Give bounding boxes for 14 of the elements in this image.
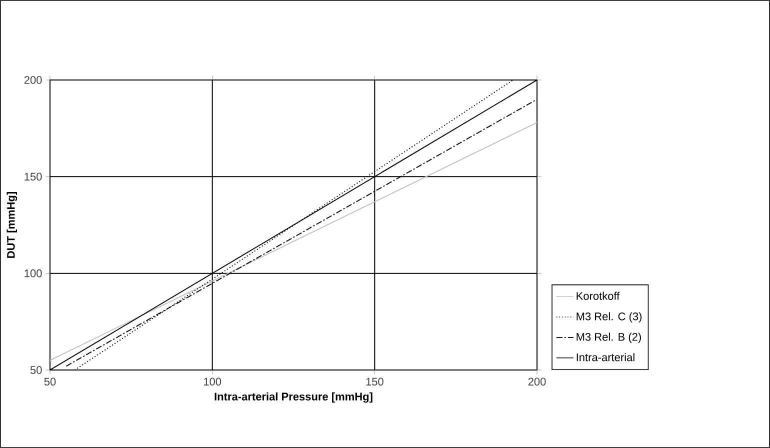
legend-label: Intra-arterial <box>576 353 634 362</box>
legend-label: M3 Rel. B (2) <box>576 332 641 343</box>
y-tick-label: 50 <box>30 366 42 374</box>
x-tick-label: 100 <box>204 378 222 386</box>
y-tick-label: 200 <box>24 76 42 84</box>
legend-label: M3 Rel. C (3) <box>576 312 642 322</box>
y-tick-label: 150 <box>24 172 42 181</box>
x-axis-title: Intra-arterial Pressure [mmHg] <box>214 392 372 403</box>
legend-label: Korotkoff <box>576 292 620 300</box>
y-axis-title: DUT [mmHg] <box>6 192 18 258</box>
y-tick-label: 100 <box>24 269 42 278</box>
x-tick-label: 150 <box>366 378 384 386</box>
x-tick-label: 50 <box>44 378 56 386</box>
x-tick-label: 200 <box>528 378 546 386</box>
